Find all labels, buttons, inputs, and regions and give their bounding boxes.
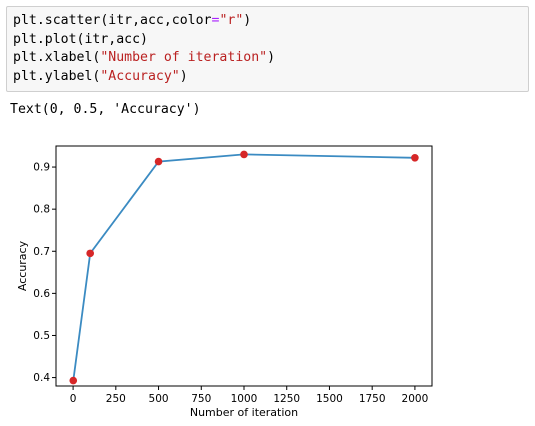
x-tick-label: 2000 [402, 393, 429, 405]
x-tick-label: 1250 [273, 393, 300, 405]
y-tick-label: 0.9 [33, 162, 50, 174]
code-token: = [211, 13, 220, 28]
code-token: plt.scatter(itr,acc,color [13, 13, 212, 28]
code-editor[interactable]: plt.scatter(itr,acc,color="r") plt.plot(… [13, 12, 275, 86]
x-tick-label: 0 [70, 393, 77, 405]
code-token: "Accuracy" [100, 68, 180, 84]
accuracy-plot: 0 250 500 750 1000 1250 1500 1750 2000 0.4 0.5 0.6 0… [16, 145, 433, 419]
x-tick-label: 1000 [231, 393, 258, 405]
code-token: ) [243, 13, 252, 28]
code-token: ) [267, 50, 276, 65]
y-tick-label: 0.5 [33, 330, 50, 342]
y-axis-label: Accuracy [16, 240, 29, 291]
code-token: plt.ylabel( [13, 68, 101, 84]
x-tick-label: 750 [191, 393, 211, 405]
data-point-marker [411, 153, 419, 162]
y-tick-label: 0.4 [33, 372, 50, 384]
data-point-marker [240, 150, 248, 159]
y-tick-label: 0.6 [33, 288, 50, 300]
cell-output-text: Text(0, 0.5, 'Accuracy') [10, 102, 201, 117]
code-cell-input[interactable]: plt.scatter(itr,acc,color="r") plt.plot(… [6, 6, 529, 92]
y-tick-label: 0.8 [33, 204, 50, 216]
code-token: plt.xlabel( [13, 50, 101, 65]
x-axis-label: Number of iteration [190, 406, 298, 419]
data-point-marker [154, 157, 163, 166]
code-token: ) [179, 68, 188, 84]
data-point-marker [69, 376, 78, 385]
plot-frame [55, 145, 433, 387]
code-token: "Number of iteration" [100, 50, 268, 65]
y-tick-label: 0.7 [33, 246, 50, 258]
code-token: "r" [219, 13, 244, 28]
x-tick-label: 1500 [316, 393, 343, 405]
data-point-marker [86, 249, 94, 258]
code-token: plt.plot(itr,acc) [13, 31, 148, 47]
x-tick-label: 500 [149, 393, 169, 405]
x-tick-label: 250 [106, 393, 126, 405]
x-tick-label: 1750 [359, 393, 386, 405]
